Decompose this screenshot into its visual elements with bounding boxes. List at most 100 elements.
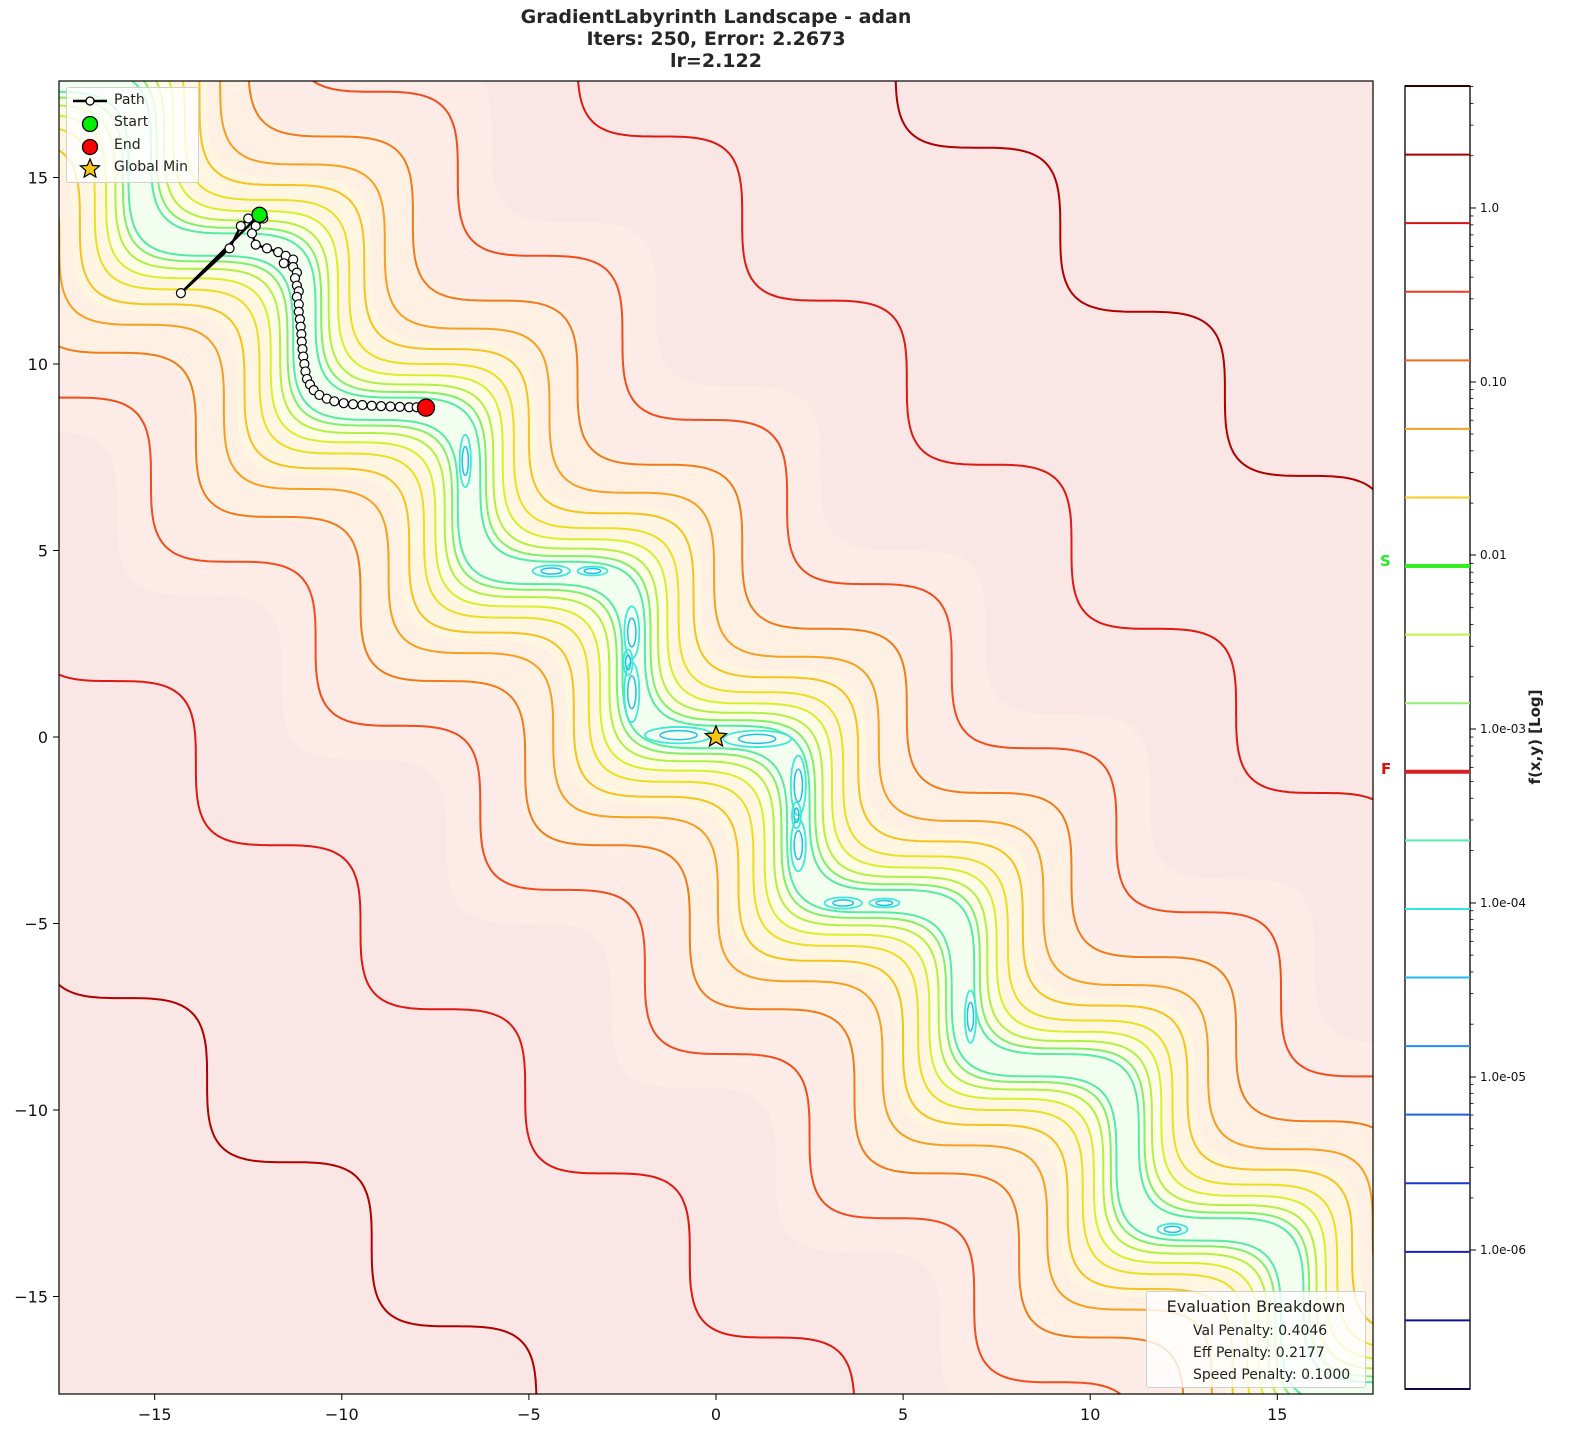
path-line-icon bbox=[73, 96, 107, 106]
x-axis: −15 −10 −5 0 5 10 15 bbox=[138, 1394, 1287, 1424]
colorbar-frame bbox=[1404, 85, 1471, 1390]
evaluation-breakdown-box: Evaluation Breakdown Val Penalty: 0.4046… bbox=[1146, 1291, 1366, 1388]
y-tick-label: 15 bbox=[28, 169, 48, 188]
legend-item-path: Path bbox=[67, 90, 198, 112]
inner-contour-ring bbox=[793, 807, 800, 824]
colorbar-marker-f: F bbox=[1381, 760, 1392, 778]
x-tick-label: −10 bbox=[325, 1405, 359, 1424]
global-min-star bbox=[703, 724, 729, 748]
path-point bbox=[235, 220, 246, 232]
y-tick-label: 0 bbox=[38, 728, 48, 747]
x-tick-label: 15 bbox=[1267, 1405, 1287, 1424]
inner-contour-ring bbox=[791, 801, 802, 830]
inner-contour-ring bbox=[626, 675, 637, 710]
path-point bbox=[278, 258, 289, 269]
x-tick-label: 0 bbox=[711, 1405, 721, 1424]
legend: Path Start End Global Min bbox=[66, 87, 199, 183]
inner-contour-ring bbox=[1156, 1222, 1189, 1236]
inner-contour-ring bbox=[793, 830, 804, 861]
start-marker bbox=[251, 206, 268, 223]
path-point bbox=[357, 399, 368, 411]
inner-contour-ring bbox=[576, 565, 609, 577]
colorbar: 1.0 0.10 0.01 1.0e-03 1.0e-04 1.0e-05 1.0e-06 bbox=[1404, 85, 1526, 1390]
inner-contour-ring bbox=[963, 989, 977, 1044]
path-point bbox=[338, 398, 349, 409]
path-point bbox=[375, 401, 387, 412]
inner-contour-ring bbox=[875, 899, 894, 907]
x-tick-label: −15 bbox=[138, 1405, 172, 1424]
val-penalty: Val Penalty: 0.4046 bbox=[1193, 1323, 1328, 1339]
title-line-1: GradientLabyrinth Landscape - adan bbox=[520, 6, 912, 28]
end-marker bbox=[416, 398, 436, 417]
inner-contour-ring bbox=[622, 648, 634, 677]
path-point bbox=[224, 243, 235, 254]
colorbar-tick-label: 1.0e-04 bbox=[1480, 896, 1526, 910]
colorbar-tick-label: 1.0e-06 bbox=[1480, 1243, 1526, 1257]
legend-item-global-min: Global Min bbox=[67, 157, 198, 179]
inner-contour-ring bbox=[626, 617, 637, 648]
path-point bbox=[250, 239, 261, 250]
path-point bbox=[385, 401, 396, 412]
inner-contour-ring bbox=[659, 729, 698, 741]
inner-contour-ring bbox=[461, 445, 470, 477]
optimizer-path bbox=[175, 206, 729, 748]
title-line-2: Iters: 250, Error: 2.2673 bbox=[586, 28, 846, 50]
path-point bbox=[329, 396, 340, 407]
inner-contour-ring bbox=[722, 729, 792, 748]
chart-title: GradientLabyrinth Landscape - adan Iters… bbox=[0, 6, 1432, 72]
red-circle-icon bbox=[81, 138, 99, 156]
colorbar-tick-label: 0.10 bbox=[1480, 375, 1507, 389]
star-icon bbox=[79, 158, 101, 178]
speed-penalty: Speed Penalty: 0.1000 bbox=[1193, 1367, 1351, 1383]
title-line-3: lr=2.122 bbox=[670, 50, 762, 72]
inner-contour-ring bbox=[823, 896, 863, 910]
inner-contour-ring bbox=[531, 564, 571, 578]
path-point bbox=[366, 400, 377, 411]
x-tick-label: 10 bbox=[1080, 1405, 1100, 1424]
path-point bbox=[394, 401, 405, 412]
green-circle-icon bbox=[81, 115, 99, 133]
colorbar-tick-label: 1.0e-05 bbox=[1480, 1070, 1526, 1084]
y-tick-label: −5 bbox=[24, 915, 48, 934]
colorbar-tick-label: 0.01 bbox=[1480, 548, 1507, 562]
colorbar-tick-label: 1.0e-03 bbox=[1480, 722, 1526, 736]
inner-contour-ring bbox=[737, 733, 777, 745]
x-tick-label: −5 bbox=[517, 1405, 541, 1424]
legend-item-start: Start bbox=[67, 112, 198, 134]
x-tick-label: 5 bbox=[898, 1405, 908, 1424]
colorbar-title: f(x,y) [Log] bbox=[1526, 689, 1544, 785]
inner-contour-ring bbox=[832, 899, 855, 907]
inner-contour-ring bbox=[540, 567, 563, 575]
inner-contour-ring bbox=[624, 654, 632, 671]
y-tick-label: −15 bbox=[14, 1288, 48, 1307]
inner-contour-ring bbox=[793, 768, 804, 803]
colorbar-marker-s: S bbox=[1380, 552, 1391, 570]
eff-penalty: Eff Penalty: 0.2177 bbox=[1193, 1345, 1325, 1361]
path-point bbox=[261, 243, 273, 254]
y-tick-label: 10 bbox=[28, 355, 48, 374]
inner-contour-ring bbox=[868, 897, 901, 909]
inner-contour-ring bbox=[1163, 1225, 1182, 1234]
inner-contour-ring bbox=[458, 433, 472, 488]
